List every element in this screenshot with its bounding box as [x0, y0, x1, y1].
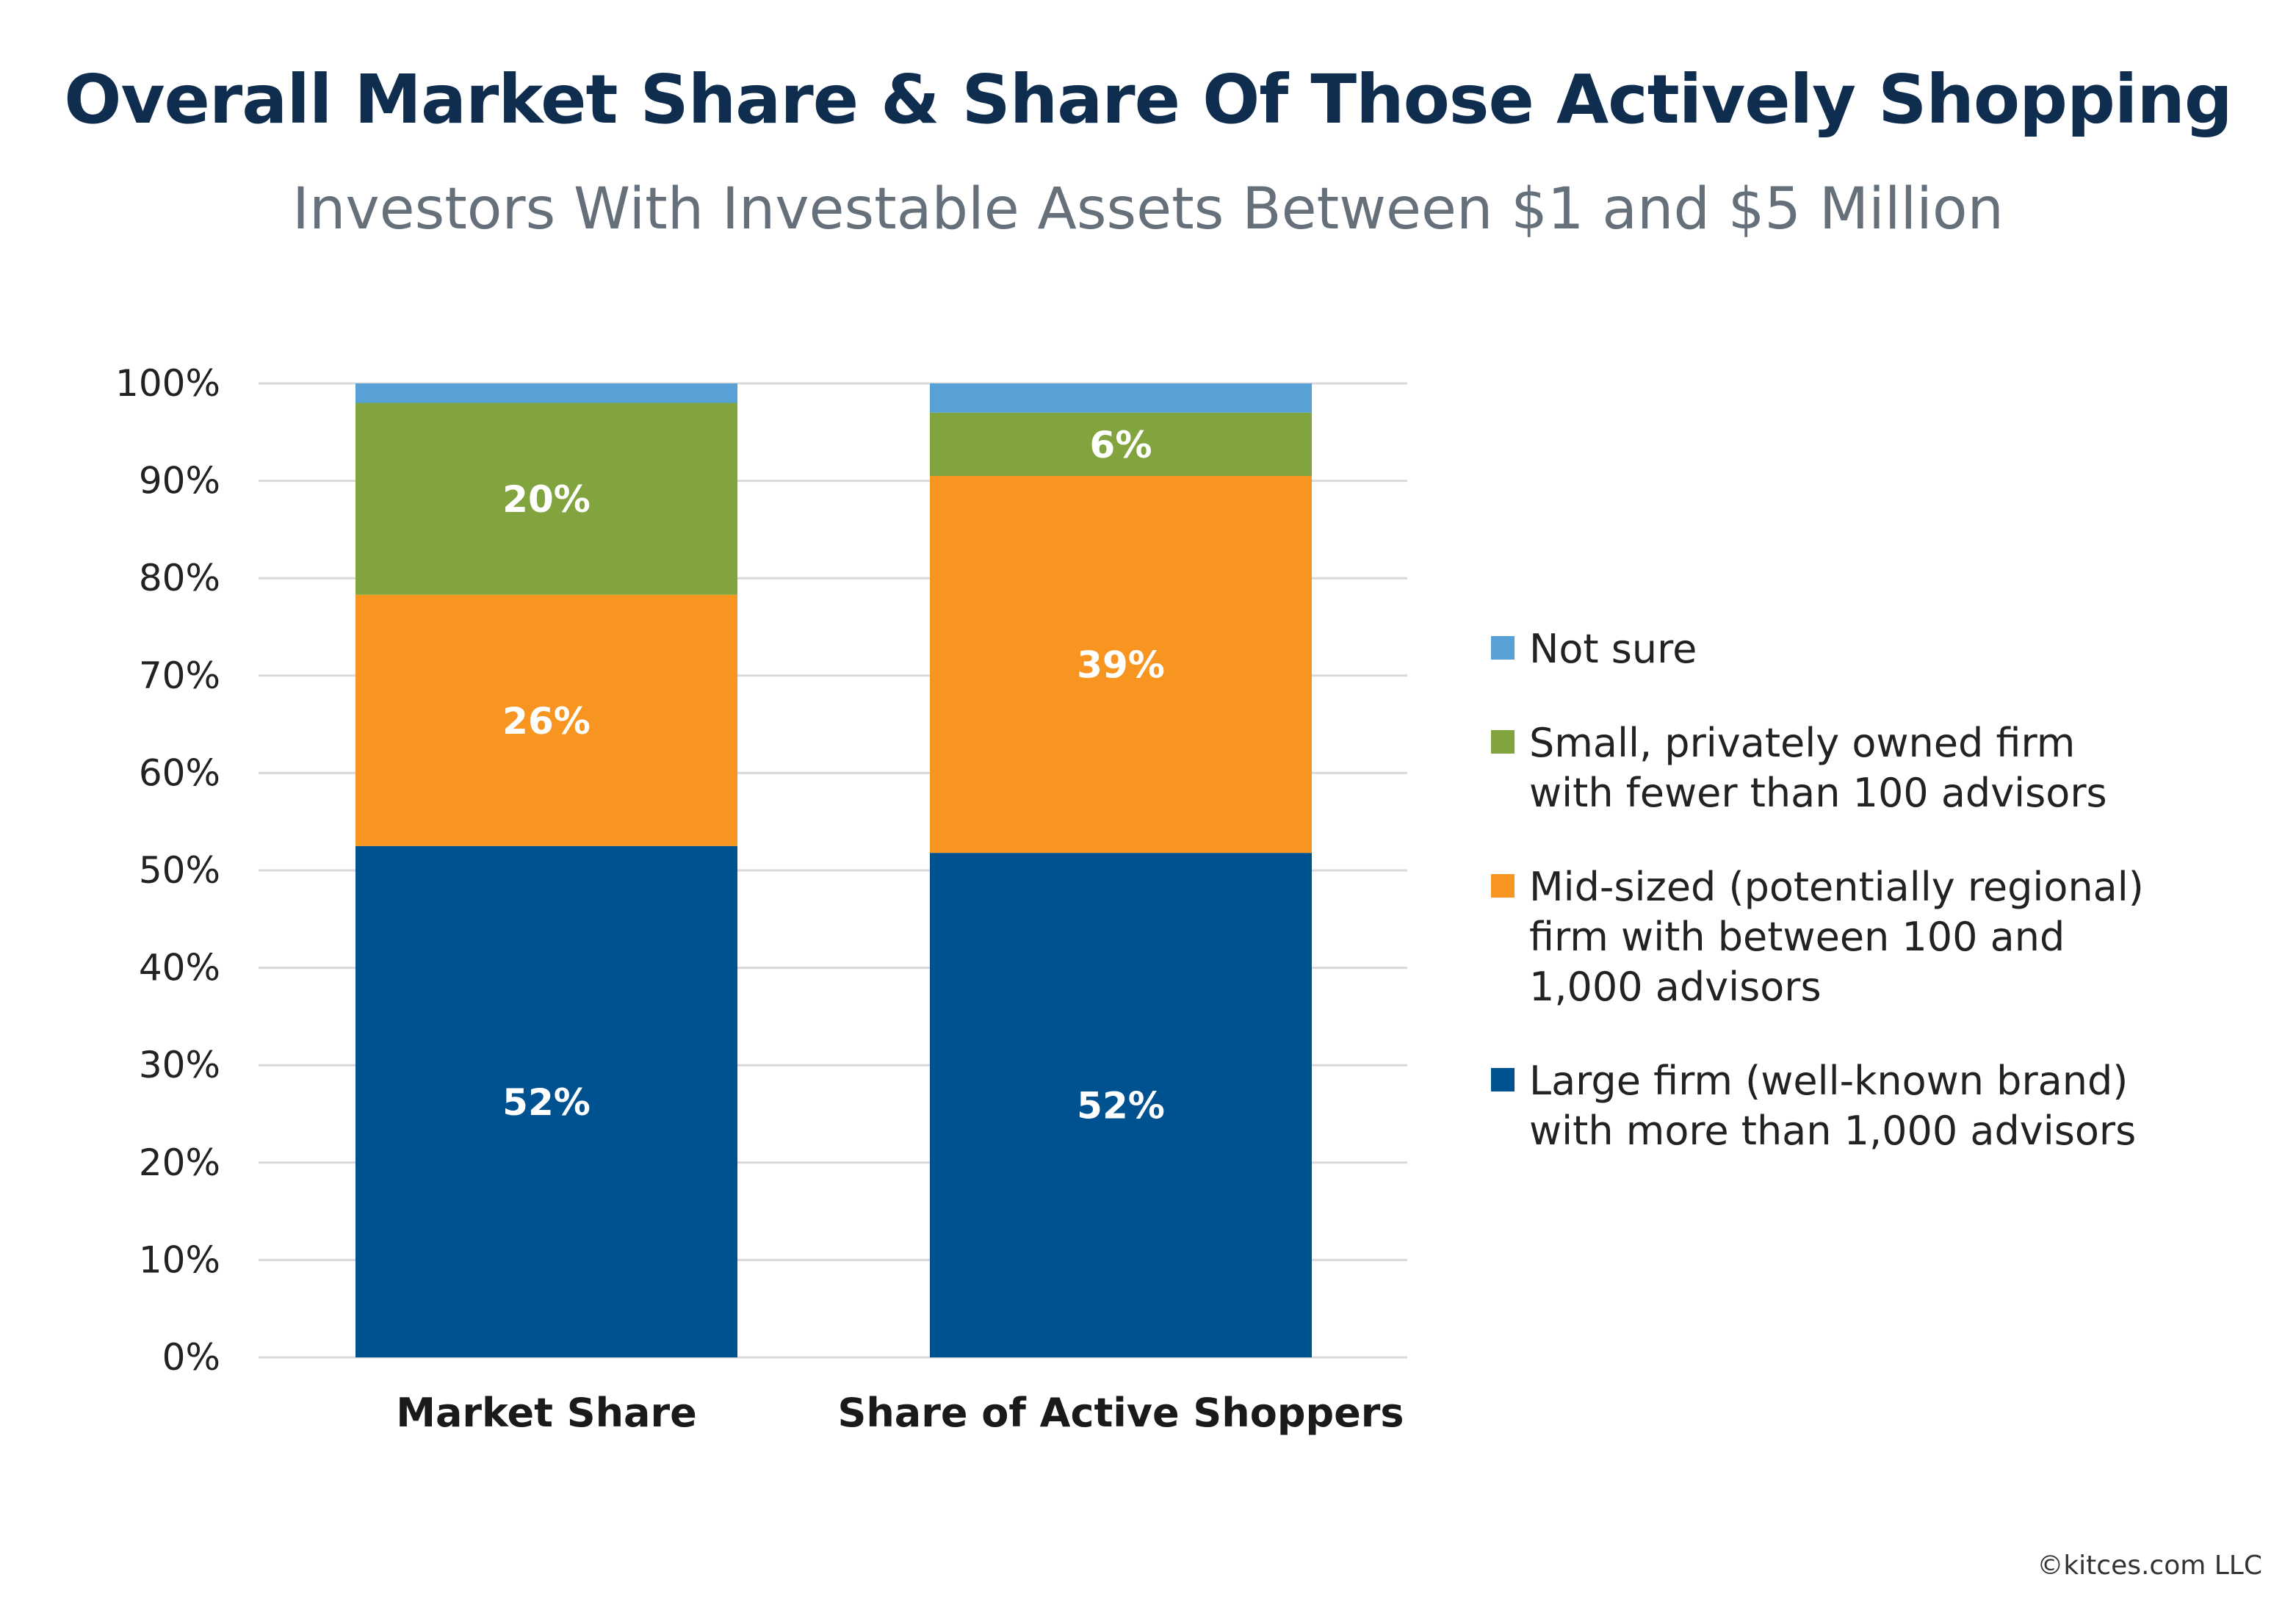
x-category-label: Share of Active Shoppers	[837, 1390, 1404, 1436]
x-category-label: Market Share	[396, 1390, 697, 1436]
chart-subtitle: Investors With Investable Assets Between…	[292, 176, 2004, 242]
legend-item: Small, privately owned firm with fewer t…	[1491, 718, 2270, 818]
y-tick-label: 60%	[139, 751, 220, 794]
y-tick-label: 50%	[139, 849, 220, 892]
data-label: 52%	[502, 1081, 591, 1124]
legend-swatch	[1491, 730, 1515, 754]
chart-title: Overall Market Share & Share Of Those Ac…	[64, 60, 2232, 139]
legend-swatch	[1491, 636, 1515, 660]
copyright-notice: ©kitces.com LLC	[2037, 1551, 2262, 1581]
y-tick-label: 20%	[139, 1141, 220, 1184]
bar-segment	[355, 403, 737, 595]
y-tick-label: 30%	[139, 1044, 220, 1086]
bar-segment	[930, 412, 1312, 476]
legend-label: Not sure	[1529, 626, 1697, 672]
legend-item: Large firm (well-known brand) with more …	[1491, 1056, 2270, 1156]
y-axis-ticks: 0% 10% 20% 30% 40% 50% 60% 70% 80% 90% 100%	[115, 362, 220, 1379]
bar-segment	[930, 383, 1312, 413]
y-tick-label: 90%	[139, 460, 220, 502]
x-axis-categories: Market Share Share of Active Shoppers	[396, 1390, 1404, 1436]
y-tick-label: 70%	[139, 654, 220, 697]
legend-swatch	[1491, 1068, 1515, 1091]
data-labels: 52% 26% 20% 52% 39% 6%	[502, 424, 1165, 1127]
legend-label: Large firm (well-known brand) with more …	[1529, 1058, 2137, 1154]
bar-segment	[930, 475, 1312, 854]
data-label: 6%	[1090, 424, 1152, 466]
y-tick-label: 80%	[139, 557, 220, 599]
legend-label: Mid-sized (potentially regional) firm wi…	[1529, 864, 2144, 1010]
bar-segment	[355, 845, 737, 1357]
legend: Not sure Small, privately owned firm with…	[1491, 624, 2270, 1200]
y-tick-label: 10%	[139, 1238, 220, 1281]
bar-segment	[355, 594, 737, 846]
legend-swatch	[1491, 874, 1515, 898]
bar-segment	[930, 853, 1312, 1357]
bars	[355, 383, 1312, 1357]
legend-item: Mid-sized (potentially regional) firm wi…	[1491, 862, 2270, 1012]
data-label: 39%	[1077, 644, 1165, 687]
data-label: 26%	[502, 700, 591, 743]
data-label: 20%	[502, 478, 591, 521]
legend-item: Not sure	[1491, 624, 2270, 674]
data-label: 52%	[1077, 1085, 1165, 1127]
bar-segment	[355, 383, 737, 403]
legend-label: Small, privately owned firm with fewer t…	[1529, 720, 2107, 816]
y-tick-label: 40%	[139, 947, 220, 989]
y-tick-label: 0%	[162, 1336, 220, 1379]
y-tick-label: 100%	[115, 362, 220, 405]
